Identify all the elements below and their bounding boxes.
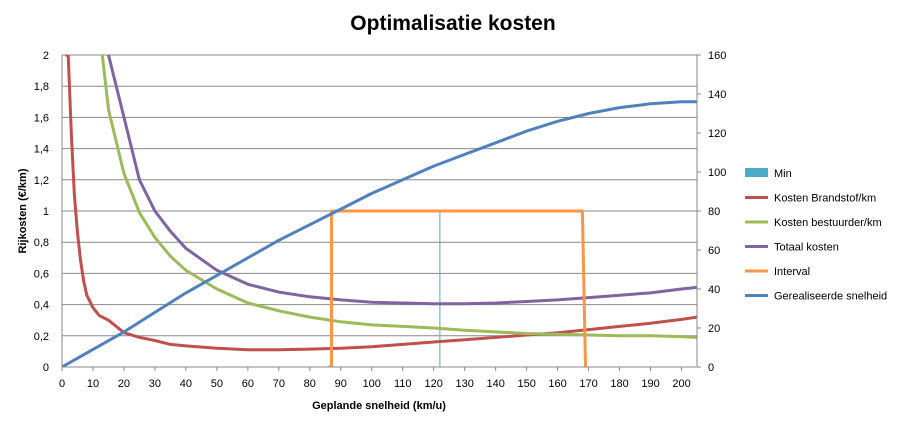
y-tick-label: 0 [43, 362, 49, 374]
legend-label-min: Min [774, 168, 792, 180]
x-tick-label: 50 [211, 378, 223, 390]
series-line-kosten-bestuurder-km [100, 55, 697, 339]
x-tick-label: 120 [425, 378, 443, 390]
y2-tick-label: 40 [708, 284, 720, 296]
x-tick-label: 30 [149, 378, 161, 390]
chart-title: Optimalisatie kosten [350, 12, 555, 35]
y2-tick-label: 0 [708, 362, 714, 374]
series-line-kosten-brandstof-km [65, 55, 697, 352]
x-tick-label: 200 [672, 378, 690, 390]
x-tick-label: 180 [610, 378, 628, 390]
y-tick-label: 2 [43, 50, 49, 62]
x-axis-title: Geplande snelheid (km/u) [312, 400, 446, 412]
y2-tick-label: 20 [708, 323, 720, 335]
y-tick-label: 1,2 [34, 175, 49, 187]
y-tick-label: 0,4 [34, 300, 49, 312]
legend-label-kosten-bestuurder-km: Kosten bestuurder/km [774, 217, 882, 229]
x-tick-label: 190 [641, 378, 659, 390]
x-tick-label: 140 [486, 378, 504, 390]
y2-tick-label: 80 [708, 206, 720, 218]
legend-swatch-min [745, 168, 768, 177]
x-tick-label: 80 [304, 378, 316, 390]
y-tick-label: 1,6 [34, 112, 49, 124]
legend-label-gerealiseerde-snelheid: Gerealiseerde snelheid [774, 291, 887, 303]
legend-label-kosten-brandstof-km: Kosten Brandstof/km [774, 193, 876, 205]
legend: Min Kosten Brandstof/km Kosten bestuurder/… [745, 168, 887, 303]
x-tick-label: 10 [87, 378, 99, 390]
y-tick-label: 1 [43, 206, 49, 218]
y2-tick-label: 60 [708, 245, 720, 257]
y-tick-label: 0,8 [34, 237, 49, 249]
series-layer [62, 55, 697, 367]
series-line-interval [328, 209, 587, 367]
x-tick-label: 90 [335, 378, 347, 390]
axes-layer: 00,20,40,60,811,21,41,61,820204060801001… [34, 50, 727, 390]
x-tick-label: 0 [59, 378, 65, 390]
y2-tick-label: 140 [708, 89, 726, 101]
x-tick-label: 170 [579, 378, 597, 390]
x-tick-label: 40 [180, 378, 192, 390]
x-tick-label: 110 [394, 378, 412, 390]
x-tick-label: 100 [363, 378, 381, 390]
y-tick-label: 0,2 [34, 331, 49, 343]
x-tick-label: 70 [273, 378, 285, 390]
y-tick-label: 1,4 [34, 144, 49, 156]
x-tick-label: 20 [118, 378, 130, 390]
x-tick-label: 130 [456, 378, 474, 390]
x-tick-label: 150 [517, 378, 535, 390]
x-tick-label: 160 [548, 378, 566, 390]
y-axis-title: Rijkosten (€/km) [17, 168, 29, 253]
y2-tick-label: 100 [708, 167, 726, 179]
legend-label-totaal-kosten: Totaal kosten [774, 242, 839, 254]
y-tick-label: 1,8 [34, 81, 49, 93]
series-line-gerealiseerde-snelheid [62, 100, 697, 367]
y2-tick-label: 120 [708, 128, 726, 140]
y2-tick-label: 160 [708, 50, 726, 62]
y-tick-label: 0,6 [34, 268, 49, 280]
x-tick-label: 60 [242, 378, 254, 390]
series-line-totaal-kosten [107, 55, 697, 306]
legend-label-interval: Interval [774, 266, 810, 278]
